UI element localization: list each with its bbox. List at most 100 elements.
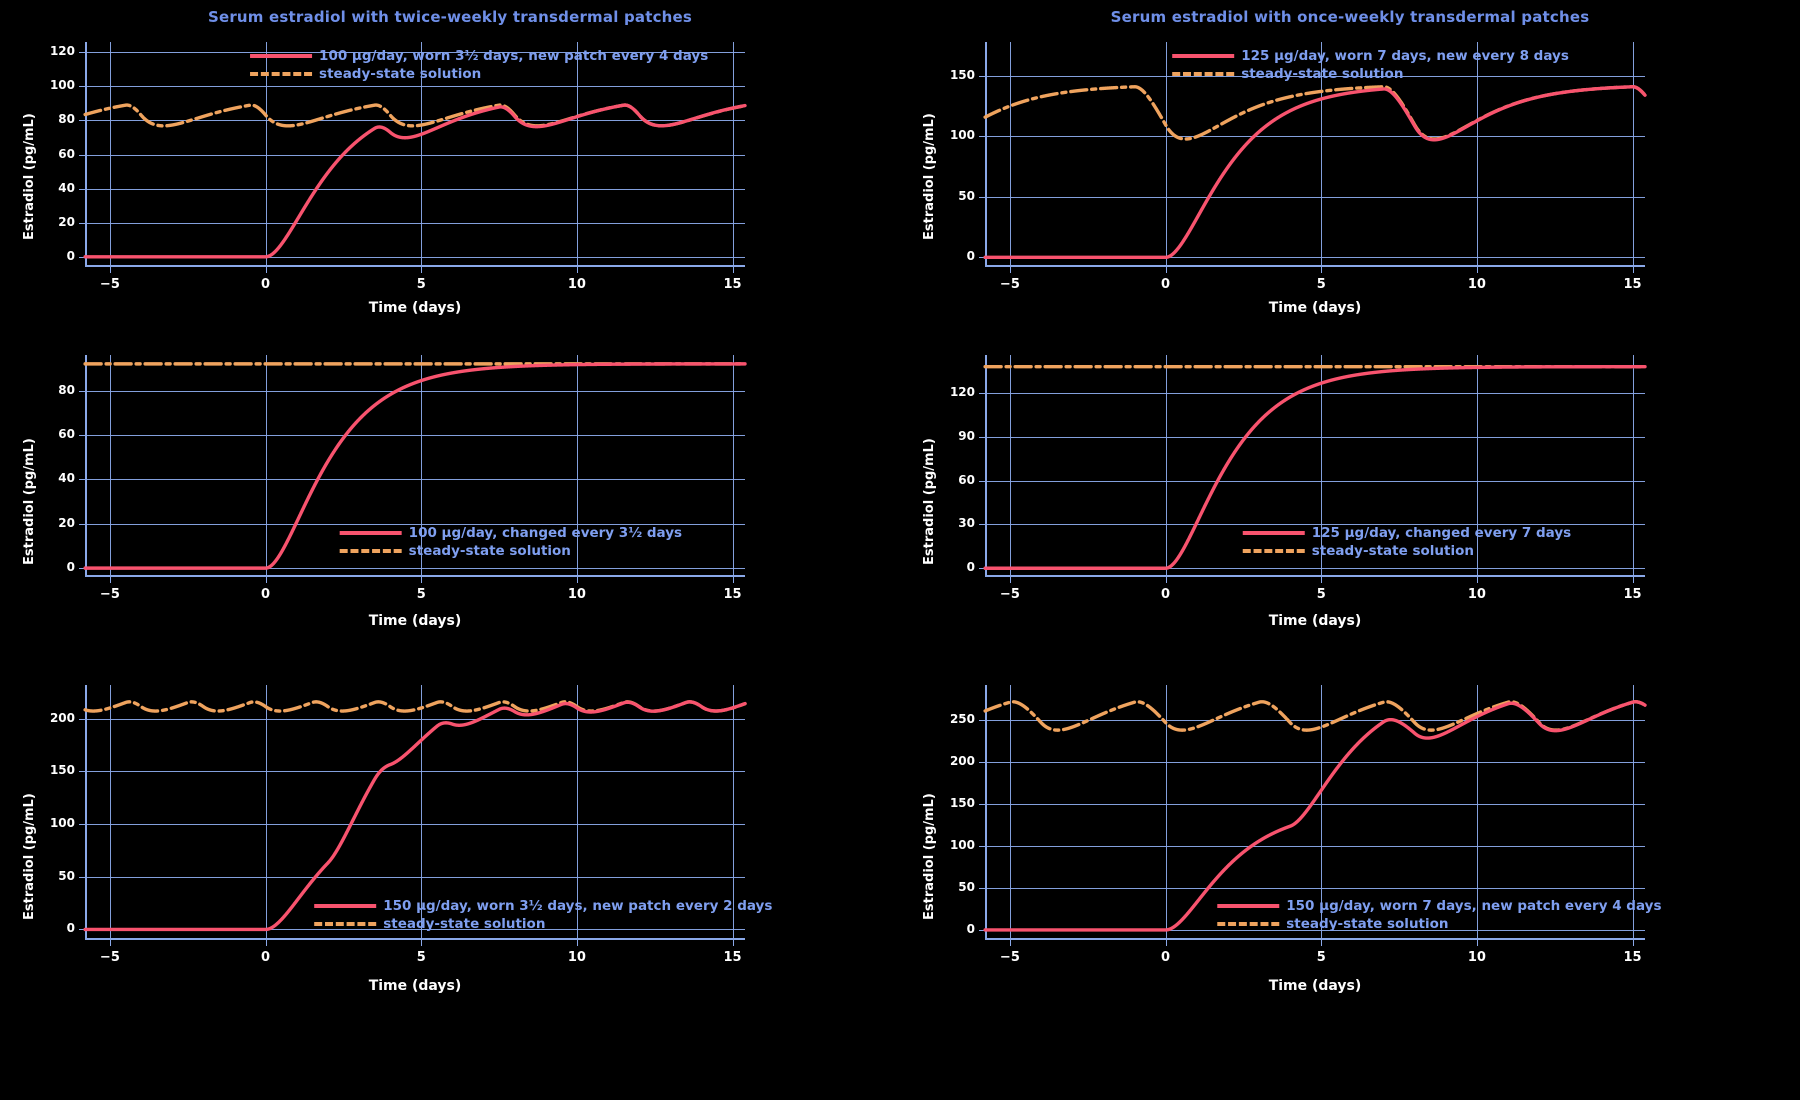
legend-entry[interactable]: steady-state solution [1217, 916, 1661, 932]
y-tick-mark [979, 804, 985, 806]
x-tick-mark [732, 940, 734, 946]
y-tick-label: 80 [58, 112, 75, 127]
y-tick-label: 200 [49, 710, 75, 725]
gridline-horizontal [985, 392, 1645, 394]
gridline-vertical [265, 42, 267, 267]
x-tick-label: 5 [1316, 587, 1326, 602]
panel-top-left: Serum estradiol with twice-weekly transd… [0, 0, 900, 330]
y-tick-label: 20 [58, 515, 75, 530]
x-tick-label: 5 [1316, 950, 1326, 965]
gridline-vertical [1165, 355, 1167, 577]
x-tick-mark [109, 577, 111, 583]
x-tick-label: −5 [999, 277, 1020, 292]
plot-area-bottom-left: 0 50 100 150 200 −5 0 5 10 15 150 µg/day, worn 3½ … [50, 685, 772, 965]
y-tick-mark [79, 771, 85, 773]
x-tick-mark [265, 267, 267, 273]
x-tick-mark [1476, 267, 1478, 273]
y-axis-label-bottom-left: Estradiol (pg/mL) [22, 793, 37, 920]
x-tick-mark [421, 577, 423, 583]
legend-entry[interactable]: 100 µg/day, worn 3½ days, new patch ever… [250, 48, 708, 64]
legend-ml: 100 µg/day, changed every 3½ days steady-… [339, 525, 683, 559]
x-tick-label: 10 [1467, 950, 1486, 965]
gridline-horizontal [85, 523, 745, 525]
x-tick-label: 0 [1161, 950, 1171, 965]
gridline-vertical [1632, 685, 1634, 940]
legend-solid-line-icon [1242, 531, 1305, 535]
gridline-horizontal [85, 222, 745, 224]
y-tick-label: 60 [58, 146, 75, 161]
y-tick-label: 150 [949, 67, 975, 82]
legend-entry[interactable]: 150 µg/day, worn 7 days, new patch every… [1217, 898, 1661, 914]
y-tick-mark [979, 480, 985, 482]
x-tick-mark [1321, 577, 1323, 583]
legend-solid-line-icon [339, 531, 402, 535]
curves-bl [83, 700, 747, 932]
gridline-vertical [1632, 355, 1634, 577]
gridline-vertical [1632, 42, 1634, 267]
solution-curve [983, 700, 1647, 932]
legend-entry[interactable]: steady-state solution [314, 916, 772, 932]
y-tick-mark [79, 479, 85, 481]
solution-curve [83, 700, 747, 932]
gridline-vertical [732, 355, 734, 577]
y-tick-label: 200 [949, 754, 975, 769]
x-tick-label: 10 [567, 950, 586, 965]
gridline-horizontal [985, 136, 1645, 138]
gridline-vertical [265, 685, 267, 940]
x-tick-mark [109, 267, 111, 273]
legend-entry[interactable]: steady-state solution [1242, 543, 1571, 559]
panel-bottom-right: Estradiol (pg/mL) 0 50 100 150 200 250 −5 0 5 10 1… [900, 660, 1800, 1100]
x-tick-label: 0 [1161, 587, 1171, 602]
y-tick-label: 120 [49, 44, 75, 59]
x-tick-label: 10 [567, 277, 586, 292]
x-axis-label-mid-left: Time (days) [368, 613, 462, 629]
y-tick-mark [79, 120, 85, 122]
x-tick-mark [1632, 940, 1634, 946]
x-tick-mark [1632, 577, 1634, 583]
x-tick-mark [732, 577, 734, 583]
panel-title-top-right: Serum estradiol with once-weekly transde… [1110, 8, 1590, 26]
gridline-horizontal [85, 824, 745, 826]
gridline-vertical [1165, 42, 1167, 267]
x-tick-mark [1321, 267, 1323, 273]
plot-area-top-left: 0 20 40 60 80 100 120 −5 0 5 10 15 100 µg/day, worn … [50, 42, 747, 292]
x-tick-label: 5 [1316, 277, 1326, 292]
gridline-horizontal [985, 762, 1645, 764]
y-tick-mark [979, 762, 985, 764]
y-tick-mark [979, 136, 985, 138]
y-tick-mark [979, 524, 985, 526]
y-tick-mark [79, 718, 85, 720]
gridline-vertical [1321, 42, 1323, 267]
y-tick-mark [979, 846, 985, 848]
legend-dashdot-line-icon [250, 72, 313, 76]
x-tick-mark [1009, 267, 1011, 273]
gridline-vertical [732, 42, 734, 267]
legend-entry[interactable]: steady-state solution [250, 66, 708, 82]
solution-curve [983, 364, 1647, 570]
gridline-horizontal [85, 120, 745, 122]
gridline-horizontal [985, 196, 1645, 198]
x-axis-spine-ml [85, 575, 745, 577]
legend-entry[interactable]: steady-state solution [339, 543, 682, 559]
legend-entry[interactable]: 150 µg/day, worn 3½ days, new patch ever… [314, 898, 772, 914]
legend-entry[interactable]: 125 µg/day, worn 7 days, new every 8 day… [1172, 48, 1569, 64]
y-tick-label: 0 [966, 921, 975, 936]
plot-area-mid-left: 0 20 40 60 80 −5 0 5 10 15 100 µg/day, changed eve… [58, 355, 747, 602]
y-tick-mark [79, 188, 85, 190]
legend-dashdot-line-icon [1242, 549, 1305, 553]
x-axis-label-top-right: Time (days) [1268, 300, 1362, 316]
legend-entry[interactable]: 125 µg/day, changed every 7 days [1242, 525, 1571, 541]
x-tick-label: 10 [567, 587, 586, 602]
legend-entry[interactable]: 100 µg/day, changed every 3½ days [339, 525, 683, 541]
gridline-horizontal [985, 524, 1645, 526]
legend-solid-line-icon [250, 54, 313, 58]
gridline-horizontal [985, 720, 1645, 722]
legend-label: 100 µg/day, changed every 3½ days [408, 525, 683, 541]
legend-entry[interactable]: steady-state solution [1172, 66, 1569, 82]
x-axis-label-bottom-right: Time (days) [1268, 978, 1362, 994]
gridline-horizontal [985, 846, 1645, 848]
y-tick-mark [979, 929, 985, 931]
gridline-horizontal [985, 568, 1645, 570]
y-tick-mark [979, 196, 985, 198]
legend-tr: 125 µg/day, worn 7 days, new every 8 day… [1172, 48, 1569, 82]
